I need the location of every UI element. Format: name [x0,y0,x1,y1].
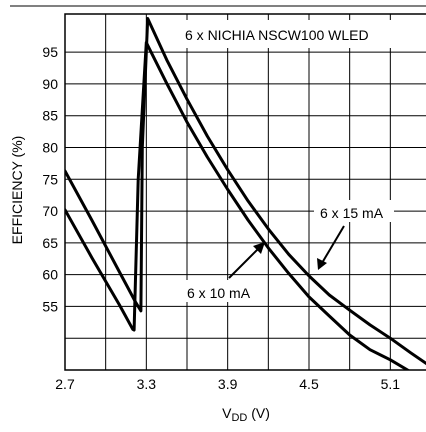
series-line-15ma [65,17,426,366]
label-10ma-bg [181,280,265,302]
y-axis-title: EFFICIENCY (%) [9,136,25,245]
grid [64,14,426,370]
y-tick-label-5: 80 [42,140,58,156]
x-tick-label-0: 2.7 [55,376,75,392]
x-tick-label-1: 3.3 [137,376,157,392]
series-line-10ma [65,41,411,370]
plot-frame [64,13,426,371]
x-axis-title-main: V [222,405,232,421]
tick-labels: 2.7 3.3 3.9 4.5 5.1 55 60 65 70 75 80 85 90 95 [42,44,400,392]
legend: 6 x NICHIA NSCW100 WLED [178,20,426,48]
label-15ma-arrow [321,225,345,264]
x-tick-label-3: 4.5 [299,376,319,392]
x-tick-label-4: 5.1 [381,376,401,392]
label-10ma-arrowhead [253,242,265,254]
legend-box-bg [178,20,426,48]
y-tick-label-8: 95 [42,44,58,60]
x-axis-title: VDD (V) [222,405,270,424]
x-axis-title-unit: (V) [247,405,270,421]
y-tick-label-3: 70 [42,203,58,219]
series-layer [65,17,426,370]
annotations: 6 x 15 mA 6 x 10 mA [181,200,394,302]
y-tick-label-6: 85 [42,108,58,124]
y-tick-label-2: 65 [42,235,58,251]
y-tick-label-4: 75 [42,171,58,187]
label-10ma: 6 x 10 mA [187,285,251,301]
label-15ma-arrowhead [317,258,327,270]
y-axis-title-text: EFFICIENCY (%) [9,136,25,245]
legend-box-label: 6 x NICHIA NSCW100 WLED [185,27,369,43]
y-tick-label-7: 90 [42,76,58,92]
y-tick-label-0: 55 [42,298,58,314]
x-tick-label-2: 3.9 [218,376,238,392]
label-15ma: 6 x 15 mA [320,205,384,221]
label-15ma-bg [314,200,394,222]
label-10ma-arrow [228,247,260,279]
x-axis-title-sub: DD [231,412,247,424]
y-tick-label-1: 60 [42,267,58,283]
